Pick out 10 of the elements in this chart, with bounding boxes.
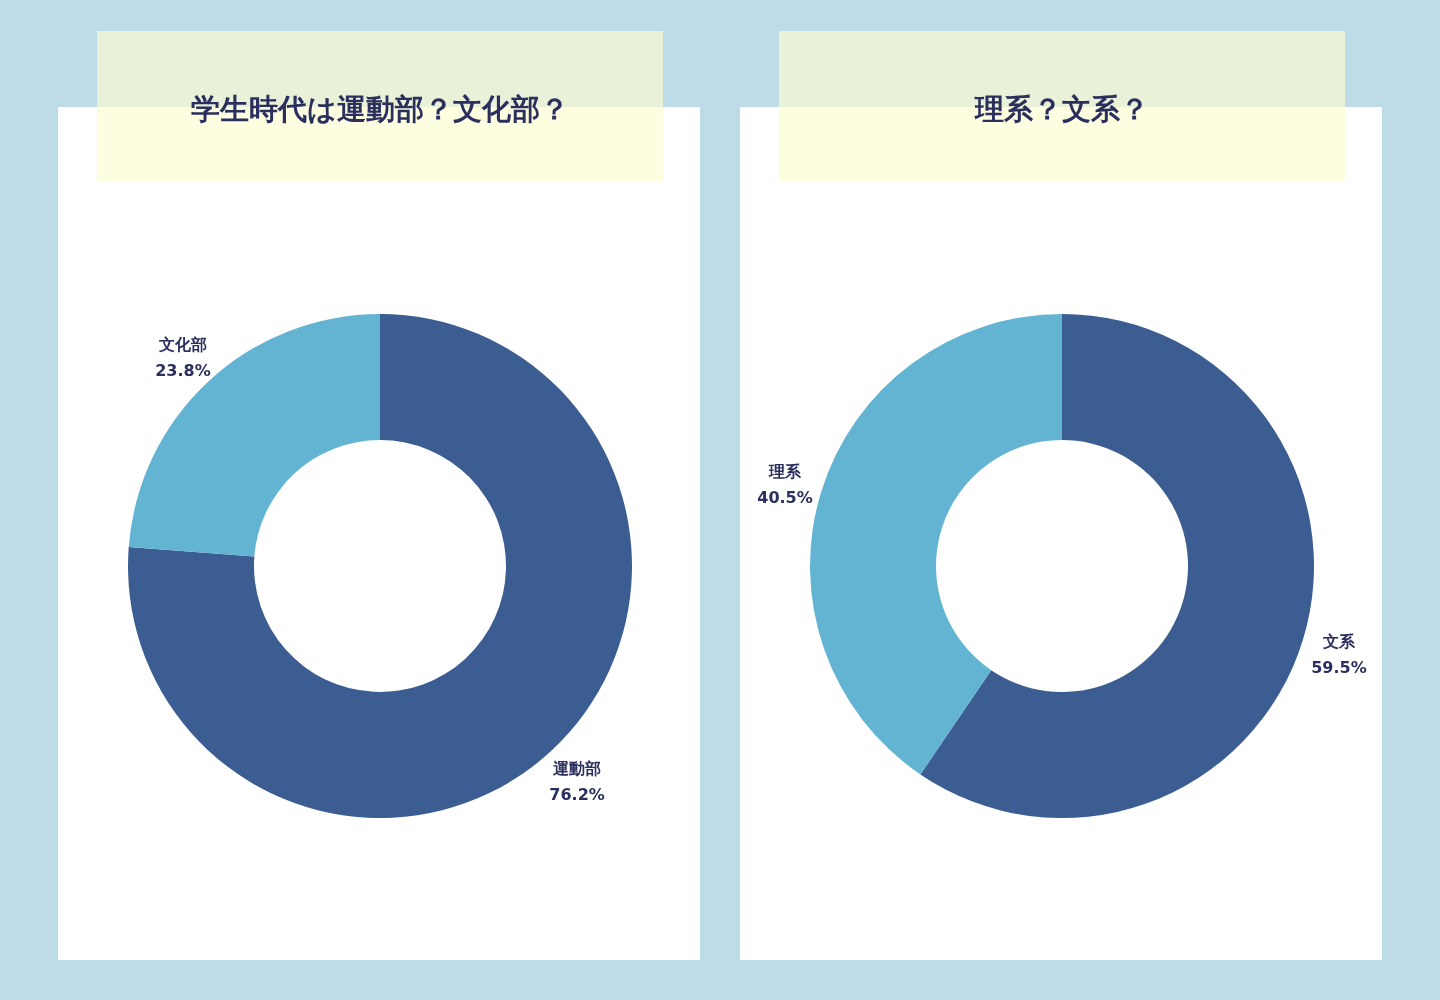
chart-title: 理系？文系？	[974, 92, 1149, 126]
data-label: 76.2%	[549, 785, 605, 805]
slice-label: 文系	[1321, 632, 1356, 652]
slice-label: 運動部	[552, 759, 602, 779]
data-label: 59.5%	[1311, 658, 1367, 678]
slice-label: 理系	[768, 461, 803, 481]
data-label: 40.5%	[757, 487, 813, 507]
slice-label: 文化部	[157, 334, 207, 354]
chart-title: 学生時代は運動部？文化部？	[191, 92, 569, 126]
data-label: 23.8%	[155, 360, 211, 380]
